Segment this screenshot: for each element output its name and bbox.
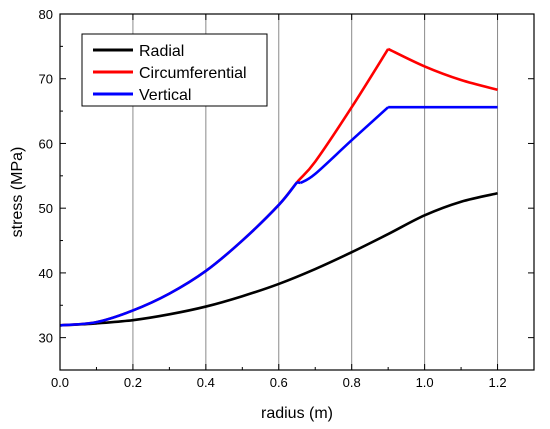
plot-frame: [59, 13, 535, 371]
y-tick-label: 70: [39, 72, 53, 87]
axis-ticks: [59, 13, 534, 370]
legend-label-vertical: Vertical: [139, 87, 191, 104]
series-line-vertical: [59, 105, 498, 327]
x-tick-label: 0.4: [197, 375, 215, 390]
y-tick-label: 40: [39, 266, 53, 281]
x-tick-label: 0.0: [51, 375, 69, 390]
legend-label-circumferential: Circumferential: [139, 65, 247, 82]
x-tick-label: 1.0: [416, 375, 434, 390]
y-tick-label: 50: [39, 201, 53, 216]
x-tick-label: 1.2: [488, 375, 506, 390]
y-tick-label: 60: [39, 136, 53, 151]
x-tick-label: 0.8: [343, 375, 361, 390]
x-tick-label: 0.6: [270, 375, 288, 390]
x-tick-label: 0.2: [124, 375, 142, 390]
tick-labels: 0.0 0.2 0.4 0.6 0.8 1.0 1.2 30 40 50 60 70 80: [39, 7, 507, 390]
y-tick-label: 30: [39, 331, 53, 346]
legend: Radial Circumferential Vertical: [81, 33, 268, 107]
legend-label-radial: Radial: [139, 43, 184, 60]
y-axis-title: stress (MPa): [9, 147, 26, 238]
x-axis-title: radius (m): [261, 405, 333, 422]
y-tick-label: 80: [39, 7, 53, 22]
series-line-radial: [59, 192, 498, 327]
series-layer: [59, 47, 498, 327]
